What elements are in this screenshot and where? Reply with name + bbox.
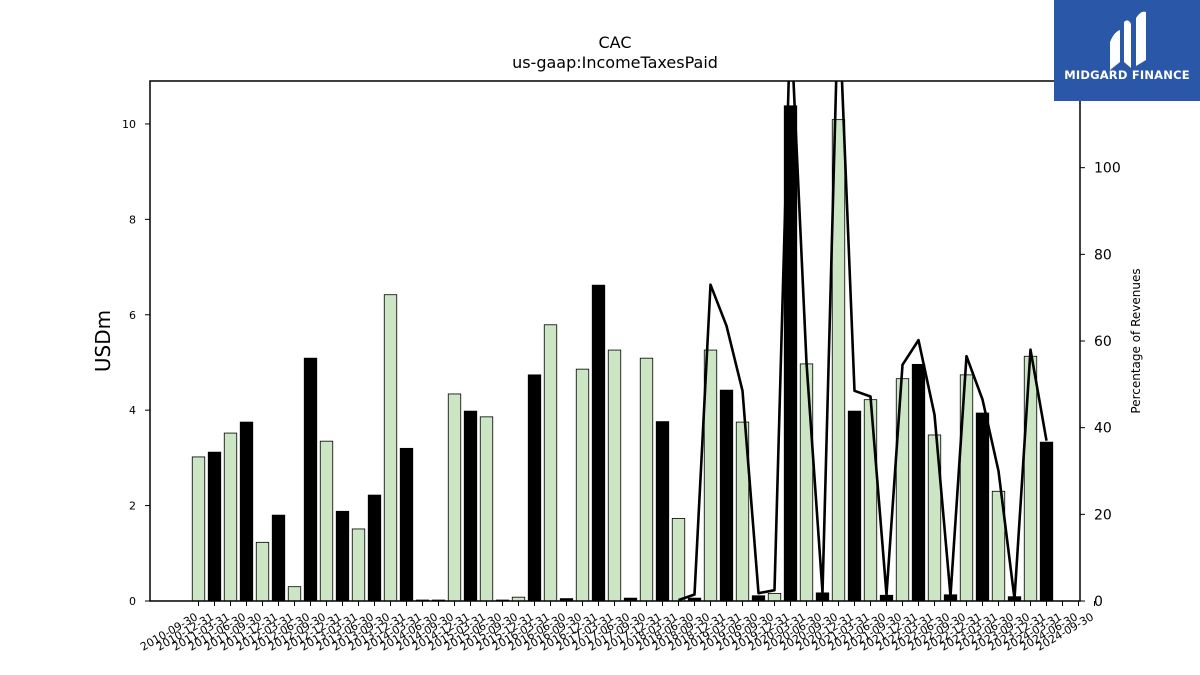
y2-tick-label: 40 — [1094, 421, 1112, 437]
chart-subtitle: us-gaap:IncomeTaxesPaid — [512, 53, 718, 72]
bar — [463, 410, 478, 602]
bar — [815, 592, 830, 602]
y-tick-label: 8 — [129, 213, 136, 226]
y2-tick-label: 80 — [1094, 247, 1112, 263]
line-layer — [678, 81, 1048, 601]
y-tick-label: 2 — [129, 500, 136, 513]
bar — [879, 594, 894, 602]
y-tick-label: 10 — [122, 118, 136, 131]
series-line — [678, 81, 1048, 601]
bar — [335, 510, 350, 602]
bar — [655, 421, 670, 602]
bar — [1023, 355, 1038, 602]
bar — [271, 514, 286, 602]
y-axis-right: 0 20 40 60 80 100 — [1080, 161, 1121, 610]
bar — [447, 393, 462, 602]
bar — [607, 349, 622, 602]
y-tick-label: 6 — [129, 309, 136, 322]
bar — [383, 294, 398, 602]
logo-text: MIDGARD FINANCE — [1064, 68, 1190, 82]
bar — [239, 421, 254, 602]
bar — [367, 494, 382, 602]
bar — [1039, 441, 1054, 602]
bar — [719, 389, 734, 602]
bar — [799, 363, 814, 602]
bar — [287, 586, 302, 602]
bar — [751, 595, 766, 602]
bar — [527, 374, 542, 602]
y-axis-label: USDm — [91, 310, 115, 372]
y2-tick-label: 60 — [1094, 334, 1112, 350]
bar — [591, 284, 606, 602]
y-tick-label: 0 — [129, 595, 136, 608]
y2-tick-label: 100 — [1094, 161, 1121, 177]
bar — [543, 324, 558, 602]
bar — [639, 357, 654, 602]
x-axis: 2010-09-302010-12-312011-03-312011-06-30… — [138, 601, 1096, 654]
bars-layer — [191, 105, 1054, 602]
chart-title: CAC — [598, 33, 631, 52]
bar — [767, 592, 782, 602]
bar — [223, 432, 238, 602]
bar — [575, 368, 590, 602]
logo-mark-icon — [1110, 11, 1146, 70]
y2-axis-label: Percentage of Revenues — [1129, 268, 1143, 413]
bar — [479, 416, 494, 602]
bar — [319, 440, 334, 602]
y-axis-left: 0 2 4 6 8 10 — [122, 118, 150, 608]
bar — [351, 528, 366, 602]
bar — [975, 412, 990, 602]
y2-tick-label: 0 — [1094, 594, 1103, 610]
bar — [399, 447, 414, 602]
bar — [191, 456, 206, 602]
midgard-finance-logo: MIDGARD FINANCE — [1054, 0, 1200, 101]
bar — [911, 363, 926, 602]
bar — [847, 410, 862, 602]
bar — [863, 399, 878, 602]
bar — [303, 357, 318, 602]
bar — [207, 451, 222, 602]
y2-tick-label: 20 — [1094, 507, 1112, 523]
bar — [255, 541, 270, 602]
y-tick-label: 4 — [129, 404, 136, 417]
bar — [671, 518, 686, 602]
